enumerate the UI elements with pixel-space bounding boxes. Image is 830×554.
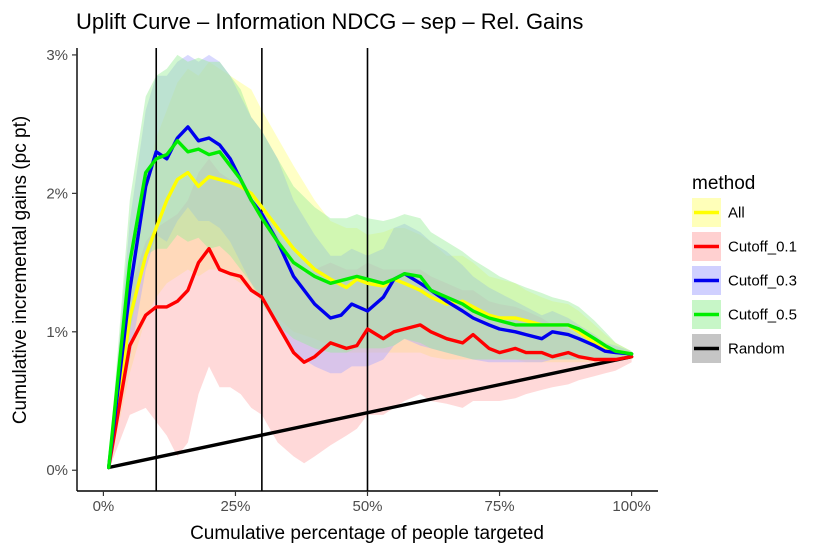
legend: method All Cutoff_0.1 Cutoff_0.3 Cutoff_0.5… <box>692 173 797 363</box>
legend-item-cutoff-0-1: Cutoff_0.1 <box>692 232 797 261</box>
legend-label: Cutoff_0.5 <box>728 307 797 324</box>
legend-item-cutoff-0-3: Cutoff_0.3 <box>692 266 797 295</box>
y-tick-label: 1% <box>46 324 68 341</box>
series-lines <box>106 125 634 470</box>
plot-area: 0% 25% 50% 75% 100% 0% 1% 2% 3% <box>46 47 658 515</box>
legend-item-cutoff-0-5: Cutoff_0.5 <box>692 300 797 329</box>
x-axis-title: Cumulative percentage of people targeted <box>190 523 544 544</box>
y-tick-label: 0% <box>46 462 68 479</box>
legend-label: Cutoff_0.3 <box>728 273 797 290</box>
legend-label: Random <box>728 341 785 358</box>
y-axis-title: Cumulative incremental gains (pc pt) <box>10 116 31 424</box>
band-cutoff-0-5 <box>108 54 632 471</box>
line-cutoff-0-3 <box>106 125 634 470</box>
legend-label: All <box>728 205 745 222</box>
band-all <box>108 61 632 471</box>
line-random <box>106 355 634 470</box>
legend-item-all: All <box>692 198 745 227</box>
cutoff-lines <box>155 48 369 491</box>
x-axis-ticks: 0% 25% 50% 75% 100% <box>93 491 651 515</box>
line-cutoff-0-1 <box>106 246 634 470</box>
band-cutoff-0-1 <box>108 158 632 471</box>
x-tick-label: 100% <box>612 498 650 515</box>
legend-label: Cutoff_0.1 <box>728 239 797 256</box>
legend-item-random: Random <box>692 334 785 363</box>
chart-title: Uplift Curve – Information NDCG – sep – … <box>76 9 583 34</box>
band-cutoff-0-3 <box>108 54 632 471</box>
confidence-bands <box>108 54 632 471</box>
x-tick-label: 0% <box>93 498 115 515</box>
y-tick-label: 3% <box>46 47 68 64</box>
y-tick-label: 2% <box>46 185 68 202</box>
y-axis-ticks: 0% 1% 2% 3% <box>46 47 77 479</box>
legend-title: method <box>692 173 755 194</box>
x-tick-label: 25% <box>220 498 250 515</box>
x-tick-label: 50% <box>352 498 382 515</box>
line-cutoff-0-5 <box>106 139 634 470</box>
x-tick-label: 75% <box>485 498 515 515</box>
